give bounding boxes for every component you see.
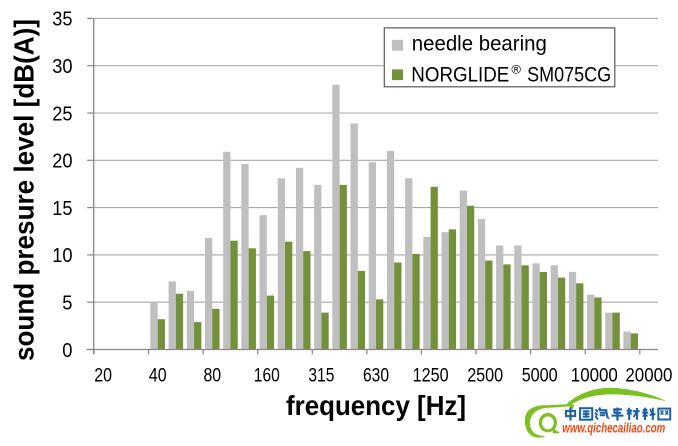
svg-text:®: ® xyxy=(511,65,521,77)
svg-text:0: 0 xyxy=(62,339,72,362)
svg-text:20000: 20000 xyxy=(625,365,672,387)
svg-text:www.qichecailiao.com: www.qichecailiao.com xyxy=(562,420,665,435)
svg-text:40: 40 xyxy=(149,365,167,387)
svg-text:5000: 5000 xyxy=(522,365,558,387)
svg-text:315: 315 xyxy=(308,365,334,387)
svg-text:needle bearing: needle bearing xyxy=(412,32,547,56)
svg-text:630: 630 xyxy=(363,365,389,387)
svg-text:5: 5 xyxy=(62,292,72,315)
svg-text:25: 25 xyxy=(52,102,72,125)
svg-text:2500: 2500 xyxy=(467,365,503,387)
svg-text:20: 20 xyxy=(94,365,112,387)
svg-text:sound presure level [dB(A)]: sound presure level [dB(A)] xyxy=(9,19,40,361)
svg-text:15: 15 xyxy=(52,197,72,220)
svg-text:80: 80 xyxy=(203,365,221,387)
svg-text:NORGLIDE: NORGLIDE xyxy=(411,63,509,87)
svg-text:1250: 1250 xyxy=(413,365,449,387)
svg-text:30: 30 xyxy=(52,55,72,78)
svg-text:35: 35 xyxy=(52,8,72,31)
svg-text:20: 20 xyxy=(52,150,72,173)
svg-text:frequency [Hz]: frequency [Hz] xyxy=(286,390,466,421)
svg-text:SM075CG: SM075CG xyxy=(527,63,611,87)
svg-text:10000: 10000 xyxy=(571,365,618,387)
svg-text:160: 160 xyxy=(254,365,280,387)
svg-text:10: 10 xyxy=(52,244,72,267)
